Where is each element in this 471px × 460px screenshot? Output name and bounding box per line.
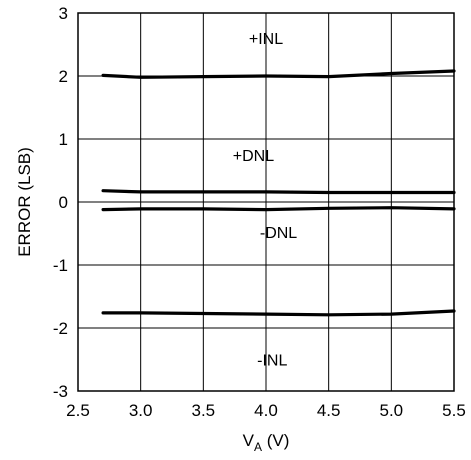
x-tick-label: 5.5	[442, 401, 466, 420]
x-tick-label: 2.5	[66, 401, 90, 420]
x-tick-label: 3.0	[129, 401, 153, 420]
y-tick-label: -2	[53, 319, 68, 338]
series-line-dnl	[101, 206, 456, 212]
x-tick-labels: 2.5 3.0 3.5 4.0 4.5 5.0 5.5	[66, 401, 466, 420]
x-tick-label: 3.5	[192, 401, 216, 420]
annotations: +INL +DNL -DNL -INL	[233, 31, 298, 369]
y-tick-label: 0	[59, 193, 68, 212]
series-annotation: -DNL	[260, 225, 297, 242]
x-axis-label: VA (V)	[243, 431, 290, 454]
grid-lines	[77, 12, 455, 392]
y-tick-labels: -3 -2 -1 0 1 2 3	[53, 4, 68, 401]
x-tick-label: 4.5	[317, 401, 341, 420]
series-line-inl	[101, 69, 456, 79]
series-annotation: -INL	[257, 353, 287, 370]
y-tick-label: 3	[59, 4, 68, 23]
series-annotation: +INL	[249, 31, 283, 48]
x-tick-label: 5.0	[380, 401, 404, 420]
x-axis-label-unit: (V)	[262, 431, 289, 450]
y-tick-label: 2	[59, 67, 68, 86]
x-tick-label: 4.0	[254, 401, 278, 420]
x-axis-label-main: V	[243, 431, 255, 450]
x-axis-label-subscript: A	[254, 440, 262, 454]
y-tick-label: 1	[59, 130, 68, 149]
series-annotation: +DNL	[233, 148, 274, 165]
series-lines	[101, 69, 456, 317]
series-line-dnl	[101, 189, 456, 195]
y-axis-label: ERROR (LSB)	[15, 147, 34, 257]
plot-frame	[77, 12, 455, 392]
y-tick-label: -1	[53, 256, 68, 275]
series-line-inl	[101, 309, 456, 317]
y-tick-label: -3	[53, 382, 68, 401]
